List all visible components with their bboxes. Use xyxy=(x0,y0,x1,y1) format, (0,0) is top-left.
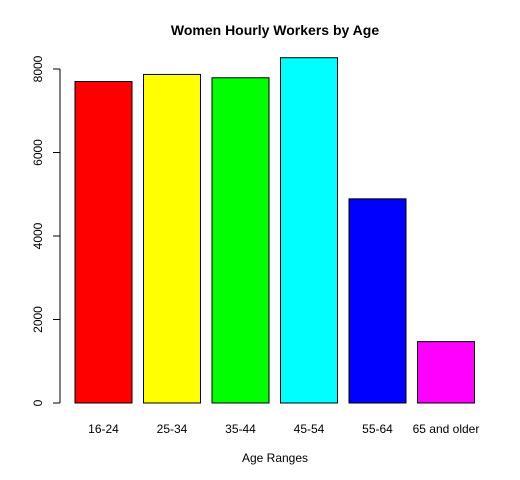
bar-35-44 xyxy=(211,77,270,404)
x-tick-label: 25-34 xyxy=(157,422,188,436)
bar-45-54 xyxy=(280,57,338,404)
y-tick-label: 4000 xyxy=(31,222,45,249)
y-tick-label: 8000 xyxy=(31,55,45,82)
y-axis: 0 2000 4000 6000 8000 xyxy=(31,55,61,406)
x-tick-label: 55-64 xyxy=(362,422,393,436)
y-tick-label: 2000 xyxy=(31,306,45,333)
bar-55-64 xyxy=(348,198,407,404)
x-tick-label: 45-54 xyxy=(294,422,325,436)
x-axis-tick-labels: 16-24 25-34 35-44 45-54 55-64 65 and older xyxy=(88,422,479,436)
x-tick-label: 65 and older xyxy=(413,422,480,436)
bar-65-and-older xyxy=(417,341,475,404)
x-tick-label: 35-44 xyxy=(225,422,256,436)
bars-group xyxy=(74,57,475,404)
bar-25-34 xyxy=(143,73,201,404)
y-tick-label: 6000 xyxy=(31,139,45,166)
y-tick-label: 0 xyxy=(31,399,45,406)
chart-title: Women Hourly Workers by Age xyxy=(171,22,379,38)
x-axis-label: Age Ranges xyxy=(242,451,308,465)
bar-16-24 xyxy=(74,81,133,404)
x-tick-label: 16-24 xyxy=(88,422,119,436)
